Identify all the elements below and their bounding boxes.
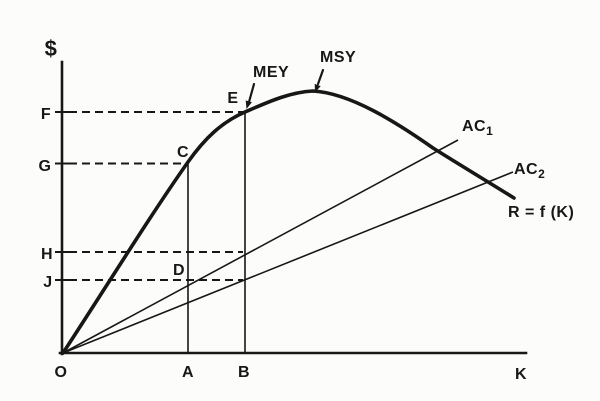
y-label-H: H [41,246,53,263]
revenue-curve [61,89,516,355]
y-label-F: F [41,106,51,123]
msy-arrowhead-icon [314,83,321,93]
x-axis-symbol: K [515,366,527,383]
msy-label: MSY [320,49,356,66]
ac2-label: AC2 [514,161,545,181]
y-axis-symbol: $ [45,36,58,61]
point-label-C: C [177,144,189,161]
origin-label: O [55,364,68,381]
x-label-A: A [182,364,194,381]
ac2-line [62,171,514,354]
mey-label: MEY [253,64,289,81]
point-label-D: D [173,262,185,279]
y-label-G: G [39,158,52,175]
msy-arrow-shaft [316,68,325,86]
ac1-label: AC1 [462,118,493,138]
mey-arrowhead-icon [245,100,252,109]
point-label-E: E [227,90,238,107]
revenue-curve-label: R = f (K) [508,204,574,221]
ac1-line [62,139,459,354]
y-label-J: J [43,274,52,291]
mey-arrow-shaft [247,82,256,104]
x-label-B: B [238,364,250,381]
